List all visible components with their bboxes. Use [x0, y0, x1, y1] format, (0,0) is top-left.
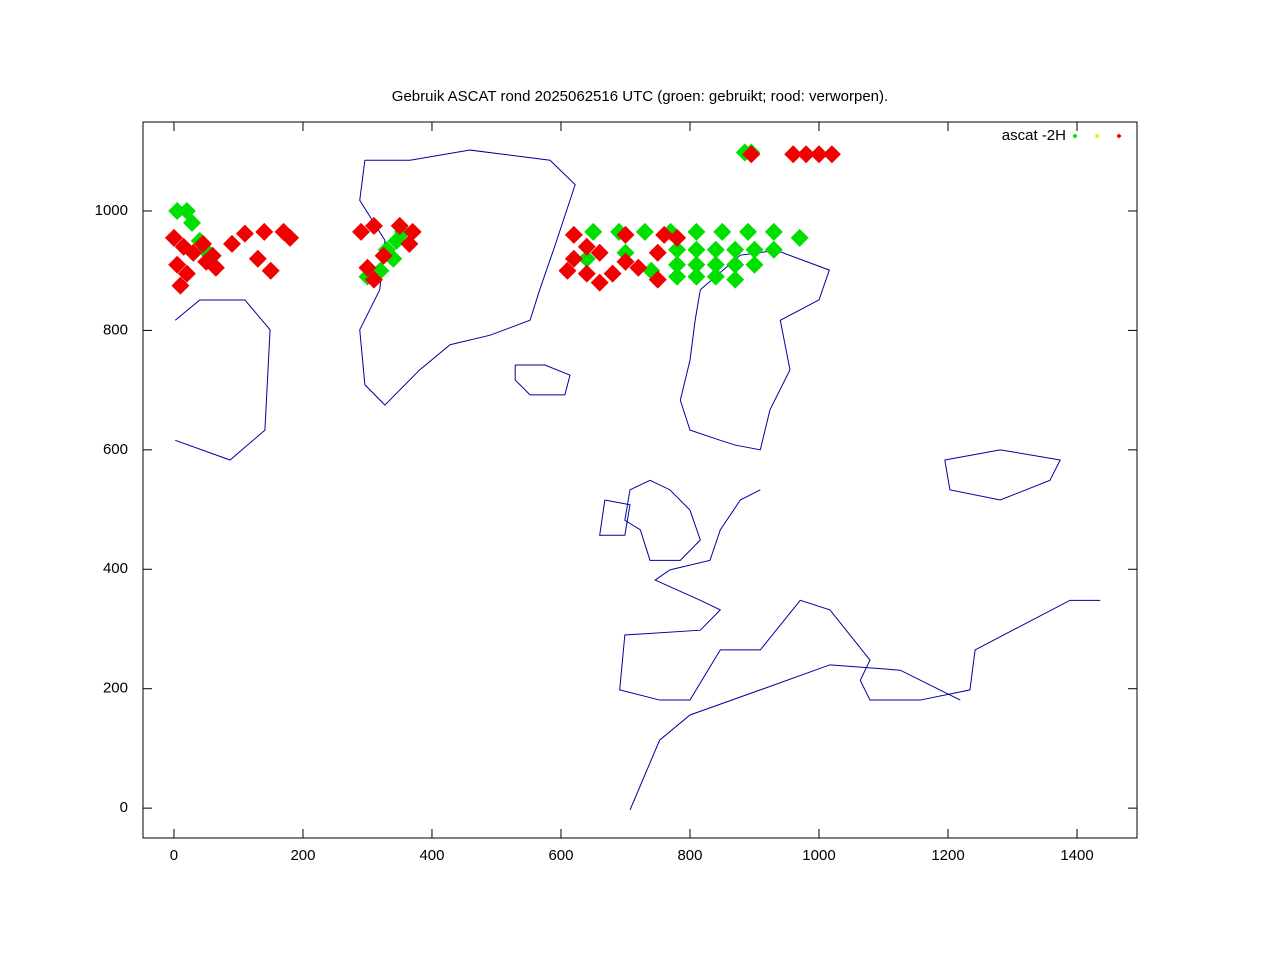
data-point	[790, 228, 809, 247]
data-point	[184, 243, 203, 262]
data-point	[764, 222, 783, 241]
data-point	[726, 255, 745, 274]
data-point	[648, 270, 667, 289]
data-point	[616, 225, 635, 244]
data-point	[739, 222, 758, 241]
data-point	[584, 222, 603, 241]
data-point	[364, 270, 383, 289]
data-point	[668, 267, 687, 286]
x-tick-label: 200	[290, 847, 315, 864]
coastline	[629, 664, 961, 811]
data-point	[687, 222, 706, 241]
data-point	[687, 255, 706, 274]
data-point	[564, 249, 583, 268]
data-point	[168, 201, 187, 220]
chart-title: Gebruik ASCAT rond 2025062516 UTC (groen…	[392, 88, 888, 105]
data-point	[655, 225, 674, 244]
data-point	[558, 261, 577, 280]
legend-marker	[1094, 133, 1100, 139]
coastline	[679, 249, 830, 451]
data-point	[352, 222, 371, 241]
x-tick-label: 400	[419, 847, 444, 864]
coastline	[944, 449, 1061, 501]
data-point	[193, 234, 212, 253]
data-point	[248, 249, 267, 268]
data-point	[706, 240, 725, 259]
data-point	[164, 228, 183, 247]
data-point	[668, 240, 687, 259]
data-point	[358, 258, 377, 277]
y-tick-label: 400	[103, 560, 128, 577]
data-point	[603, 264, 622, 283]
data-point	[281, 228, 300, 247]
data-point	[687, 267, 706, 286]
x-tick-label: 1200	[931, 847, 964, 864]
data-point	[235, 224, 254, 243]
data-point	[726, 270, 745, 289]
data-point	[577, 264, 596, 283]
y-tick-label: 0	[120, 799, 128, 816]
data-point	[203, 246, 222, 265]
x-tick-label: 800	[677, 847, 702, 864]
coastline	[624, 479, 701, 561]
x-tick-label: 600	[548, 847, 573, 864]
y-tick-label: 200	[103, 680, 128, 697]
y-tick-label: 600	[103, 441, 128, 458]
data-point	[177, 264, 196, 283]
data-point	[400, 234, 419, 253]
data-point	[764, 240, 783, 259]
x-tick-label: 0	[170, 847, 178, 864]
data-point	[616, 252, 635, 271]
coastline	[619, 489, 1101, 701]
coastline	[599, 499, 631, 536]
data-point	[183, 213, 202, 232]
data-point	[629, 258, 648, 277]
x-tick-label: 1000	[802, 847, 835, 864]
data-point	[577, 237, 596, 256]
data-point	[648, 243, 667, 262]
data-point	[713, 222, 732, 241]
data-point	[374, 246, 393, 265]
x-tick-label: 1400	[1060, 847, 1093, 864]
coastline	[174, 299, 271, 461]
data-point	[706, 255, 725, 274]
y-tick-label: 1000	[95, 202, 128, 219]
data-point	[822, 145, 841, 164]
legend-marker	[1116, 133, 1122, 139]
data-point	[577, 249, 596, 268]
data-point	[742, 145, 761, 164]
data-point	[726, 240, 745, 259]
data-point	[809, 145, 828, 164]
coastline	[514, 364, 571, 396]
data-point	[797, 145, 816, 164]
data-point	[635, 222, 654, 241]
data-point	[261, 261, 280, 280]
legend-marker	[1072, 133, 1078, 139]
data-point	[668, 255, 687, 274]
data-point	[564, 225, 583, 244]
data-point	[255, 222, 274, 241]
data-point	[687, 240, 706, 259]
data-point	[168, 255, 187, 274]
data-point	[390, 216, 409, 235]
plot-frame	[142, 121, 1138, 839]
data-point	[745, 240, 764, 259]
data-point	[171, 276, 190, 295]
y-tick-label: 800	[103, 321, 128, 338]
data-point	[706, 267, 725, 286]
data-point	[784, 145, 803, 164]
data-point	[590, 243, 609, 262]
data-point	[223, 234, 242, 253]
data-point	[745, 255, 764, 274]
data-point	[590, 273, 609, 292]
data-point	[668, 228, 687, 247]
coastline	[359, 149, 576, 406]
data-point	[364, 216, 383, 235]
legend-label: ascat -2H	[1002, 127, 1066, 144]
